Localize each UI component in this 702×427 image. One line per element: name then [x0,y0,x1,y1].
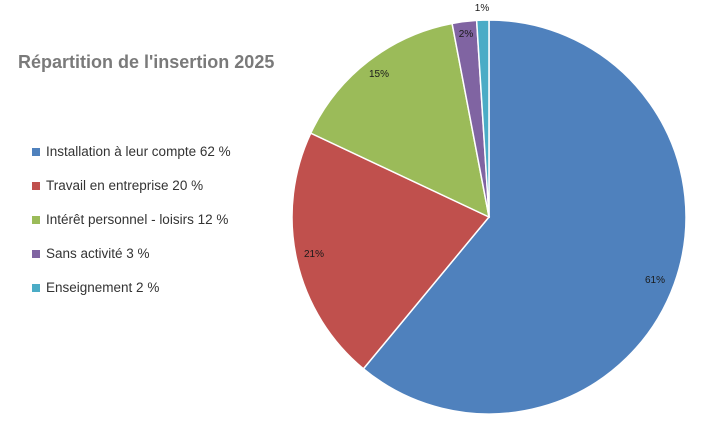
legend-item-installation: Installation à leur compte 62 % [32,143,231,160]
slice-data-label-3: 2% [459,29,474,40]
pie-slice-1 [291,132,491,370]
slice-data-label-2: 15% [369,69,389,80]
legend-item-travail: Travail en entreprise 20 % [32,177,231,194]
pie-slice-4 [475,19,490,218]
legend-swatch [32,181,40,190]
legend-swatch [32,249,40,258]
legend-item-interet: Intérêt personnel - loisirs 12 % [32,211,231,228]
slice-data-label-1: 21% [304,249,324,260]
legend-swatch [32,147,40,156]
legend-item-sans-activite: Sans activité 3 % [32,245,231,262]
legend-label: Enseignement 2 % [46,280,160,295]
legend-label: Intérêt personnel - loisirs 12 % [46,212,229,227]
legend-label: Travail en entreprise 20 % [46,178,204,193]
legend: Installation à leur compte 62 % Travail … [32,143,231,296]
slice-data-label-0: 61% [645,275,665,286]
chart-title: Répartition de l'insertion 2025 [18,52,275,72]
legend-swatch [32,215,40,224]
legend-swatch [32,283,40,292]
pie-slice-2 [309,22,491,219]
legend-label: Installation à leur compte 62 % [46,144,231,159]
pie-slice-0 [362,19,687,415]
legend-label: Sans activité 3 % [46,246,150,261]
slice-data-label-4: 1% [475,3,490,14]
legend-item-enseignement: Enseignement 2 % [32,279,231,296]
